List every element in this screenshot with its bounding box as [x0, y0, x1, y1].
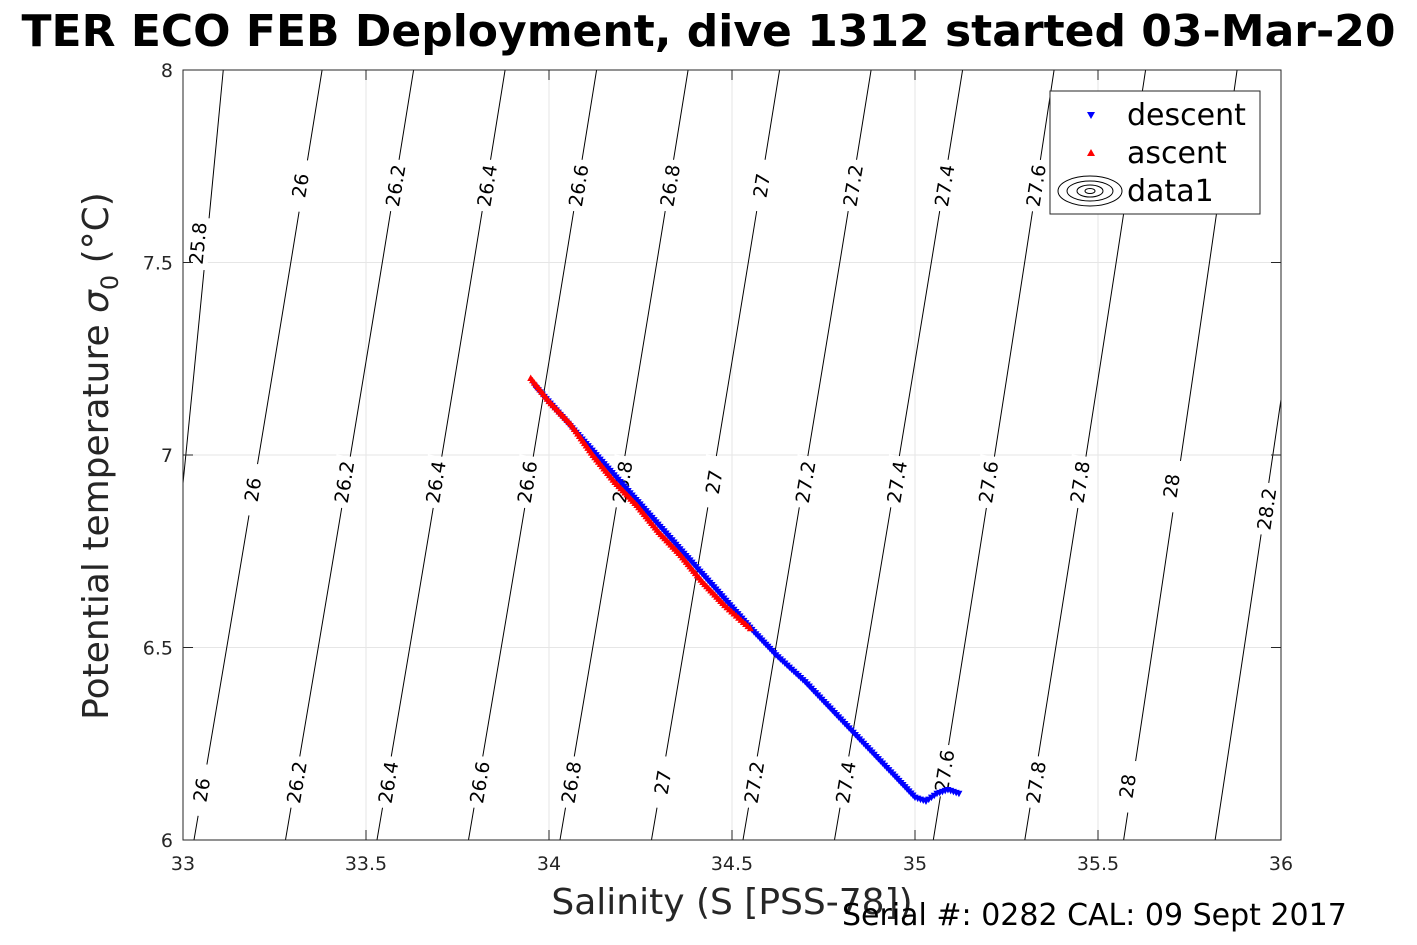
- contour-label: 26: [241, 476, 267, 503]
- contour-label-bg: [510, 454, 544, 510]
- y-tick-label: 6.5: [143, 638, 173, 660]
- serial-cal-footer: Serial #: 0282 CAL: 09 Sept 2017: [842, 898, 1347, 933]
- y-tick-label: 8: [161, 60, 173, 82]
- contour-label: 28: [1116, 773, 1141, 800]
- legend-data1-contour-icon: [1057, 175, 1123, 207]
- x-tick-label: 33.5: [345, 853, 387, 875]
- contour-label-bg: [1155, 458, 1187, 514]
- y-tick-label: 6: [161, 830, 173, 852]
- contour-label-bg: [463, 754, 496, 810]
- contour-label-bg: [327, 454, 361, 510]
- legend-ascent-marker: [1087, 149, 1095, 156]
- contour-label-bg: [653, 157, 686, 214]
- contour-label-bg: [836, 157, 869, 214]
- legend-ascent-label: ascent: [1127, 136, 1227, 171]
- contour-label-bg: [1063, 454, 1096, 510]
- contour-label: 26: [189, 776, 215, 803]
- contour-label-bg: [972, 454, 1005, 510]
- contour-label: 27: [702, 468, 728, 495]
- contour-label-bg: [554, 754, 588, 810]
- contour-label-bg: [1019, 157, 1052, 214]
- contour-label-bg: [562, 157, 595, 214]
- contour-label-bg: [1019, 754, 1052, 810]
- y-axis-label-symbol: σ: [76, 289, 117, 313]
- contour-label-bg: [1111, 758, 1143, 814]
- contour-label-bg: [379, 157, 412, 214]
- x-tick-label: 34.5: [711, 853, 753, 875]
- contour-label-bg: [880, 454, 913, 510]
- contour-label-bg: [284, 157, 317, 214]
- contour-label-bg: [745, 157, 778, 214]
- contour-label-bg: [928, 743, 961, 799]
- legend-data1-label: data1: [1127, 174, 1214, 209]
- contour-label-bg: [419, 454, 452, 510]
- contour-label-bg: [236, 462, 269, 518]
- y-axis-label: Potential temperature σ0 (°C): [76, 192, 124, 720]
- x-tick-label: 33: [171, 853, 195, 875]
- contour-label-bg: [737, 754, 771, 810]
- legend: descent ascent data1: [1049, 90, 1261, 215]
- y-axis-label-main: Potential temperature: [76, 313, 117, 720]
- contour-label-bg: [183, 216, 213, 271]
- contour-label-bg: [1250, 481, 1283, 537]
- contour-label-bg: [646, 754, 679, 810]
- data-points: [527, 374, 963, 805]
- contour-label-bg: [470, 157, 503, 214]
- contour-label: 28: [1160, 472, 1185, 499]
- contour-label-bg: [280, 754, 313, 810]
- x-tick-label: 35.5: [1077, 853, 1119, 875]
- contour-label: 26: [288, 172, 314, 199]
- contour-label-bg: [371, 754, 405, 810]
- contour-labels: 25.826262626.226.226.226.426.426.426.626…: [183, 157, 1283, 818]
- contour-label-bg: [829, 754, 862, 810]
- x-tick-label: 35: [903, 853, 927, 875]
- contour-label-bg: [789, 454, 822, 510]
- descent-point: [955, 790, 963, 798]
- contour-label-bg: [928, 157, 961, 214]
- x-tick-label: 36: [1269, 853, 1293, 875]
- y-axis-label-sub: 0: [96, 275, 124, 290]
- x-axis-label: Salinity (S [PSS-78]): [551, 882, 912, 923]
- contour-label-bg: [185, 762, 218, 818]
- y-tick-label: 7.5: [143, 253, 173, 275]
- legend-descent-marker: [1087, 112, 1095, 119]
- legend-descent-label: descent: [1127, 98, 1246, 133]
- x-tick-label: 34: [537, 853, 561, 875]
- ascent-point: [746, 624, 754, 632]
- x-ticks: 33 33.5 34 34.5 35 35.5 36: [171, 70, 1293, 875]
- legend-box: [1049, 90, 1261, 215]
- contour-label: 25.8: [186, 221, 212, 265]
- chart-title: TER ECO FEB Deployment, dive 1312 starte…: [21, 6, 1396, 57]
- y-tick-label: 7: [161, 445, 173, 467]
- y-axis-label-unit: (°C): [76, 192, 117, 275]
- contour-label-bg: [697, 454, 730, 510]
- contour-label: 27: [749, 172, 775, 199]
- y-ticks: 6 6.5 7 7.5 8: [143, 60, 1281, 852]
- contour-label: 27: [651, 769, 677, 796]
